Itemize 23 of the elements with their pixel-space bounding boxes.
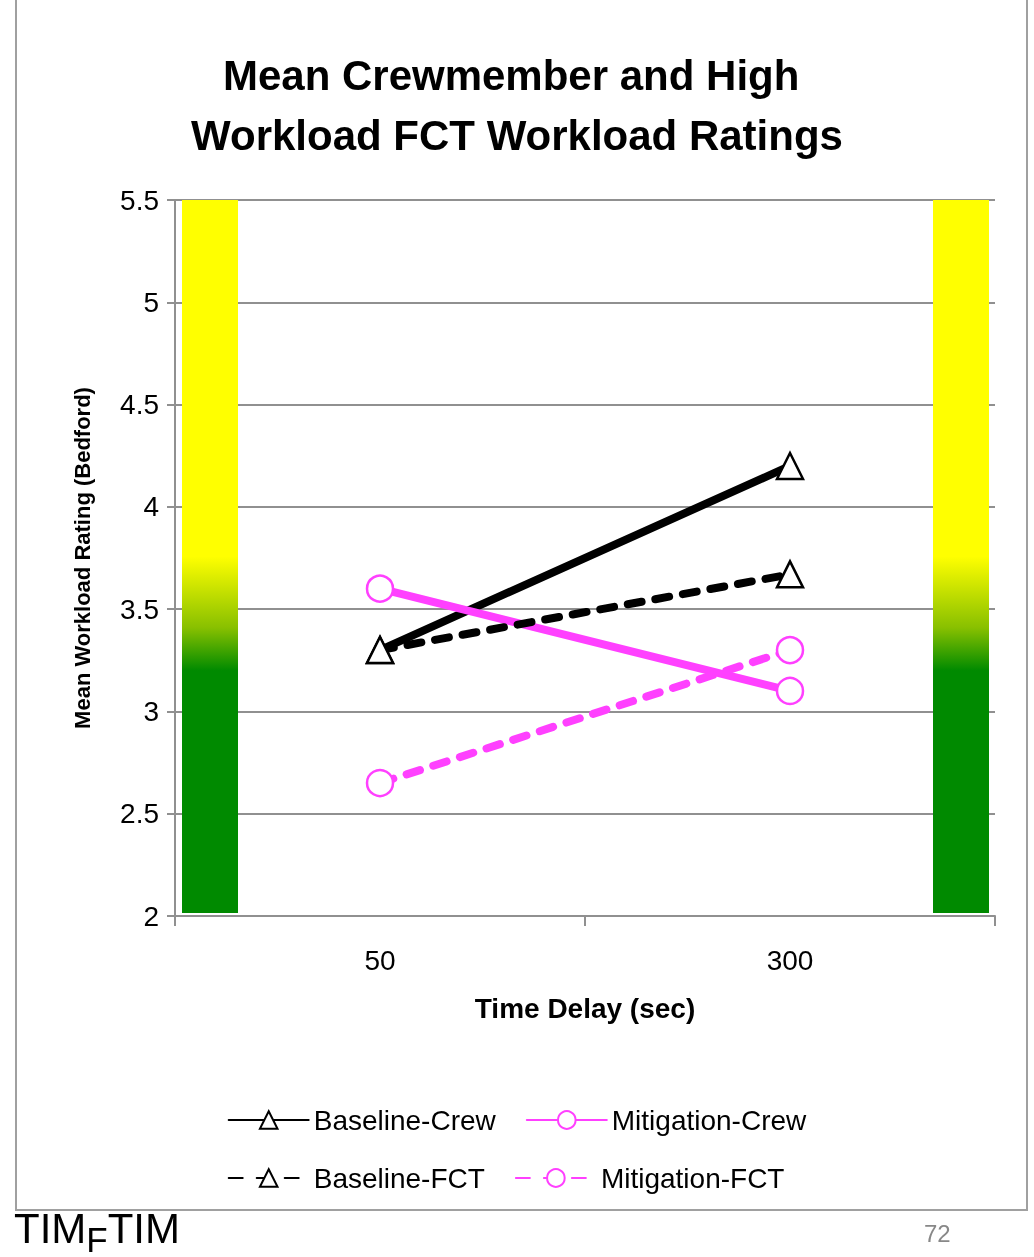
legend-label: Baseline-Crew — [313, 1104, 497, 1136]
point — [775, 676, 805, 706]
chart-title: Mean Crewmember and High Workload FCT Workload Ratings — [191, 51, 843, 159]
x-axis-title: Time Delay (sec) — [474, 992, 696, 1024]
legend-label: Mitigation-FCT — [600, 1162, 785, 1194]
x-tick-label: 300 — [766, 944, 814, 976]
legend-label: Mitigation-Crew — [611, 1104, 808, 1136]
text: TIM$_{F}$TIM — [14, 1205, 181, 1257]
y-axis-title: Mean Workload Rating (Bedford) — [69, 387, 95, 729]
y-tick-label: 5 — [143, 286, 159, 318]
y-tick-label: 5.5 — [120, 184, 159, 216]
x-tick-label: 50 — [364, 944, 396, 976]
point — [775, 635, 805, 665]
point — [365, 768, 395, 798]
legend-label: Baseline-FCT — [313, 1162, 485, 1194]
y-tick-label: 2.5 — [120, 798, 159, 830]
point — [365, 574, 395, 603]
y-tick-label: 4 — [143, 491, 159, 523]
y-tick-label: 3.5 — [120, 593, 159, 625]
text: 72 — [924, 1220, 951, 1248]
y-tick-label: 4.5 — [120, 389, 159, 421]
y-tick-label: 2 — [143, 900, 159, 932]
y-tick-label: 3 — [143, 695, 159, 727]
